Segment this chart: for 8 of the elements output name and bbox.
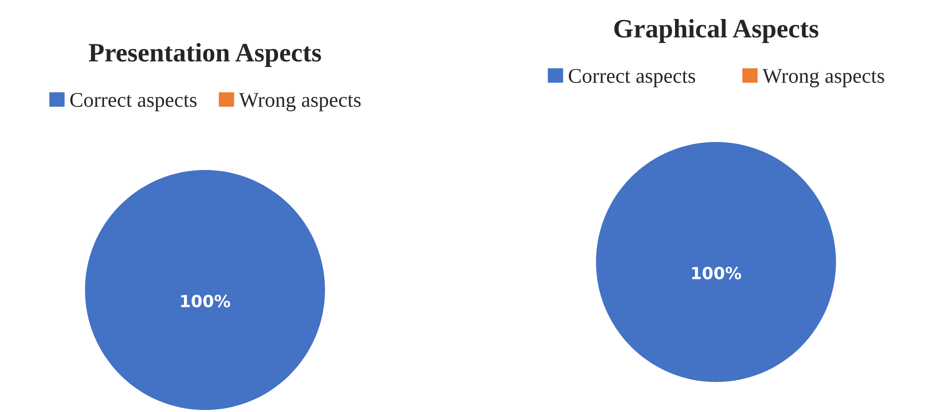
data-label: 100% [692, 266, 742, 280]
legend-label: Correct aspects [568, 68, 696, 88]
legend-label: Wrong aspects [762, 69, 884, 88]
legend-label: Correct aspects [70, 92, 197, 112]
data-label: 100% [181, 294, 230, 308]
legend-label: Wrong aspects [238, 93, 361, 112]
chart-title: Graphical Aspects [614, 19, 818, 43]
chart-title: Presentation Aspects [88, 43, 322, 67]
